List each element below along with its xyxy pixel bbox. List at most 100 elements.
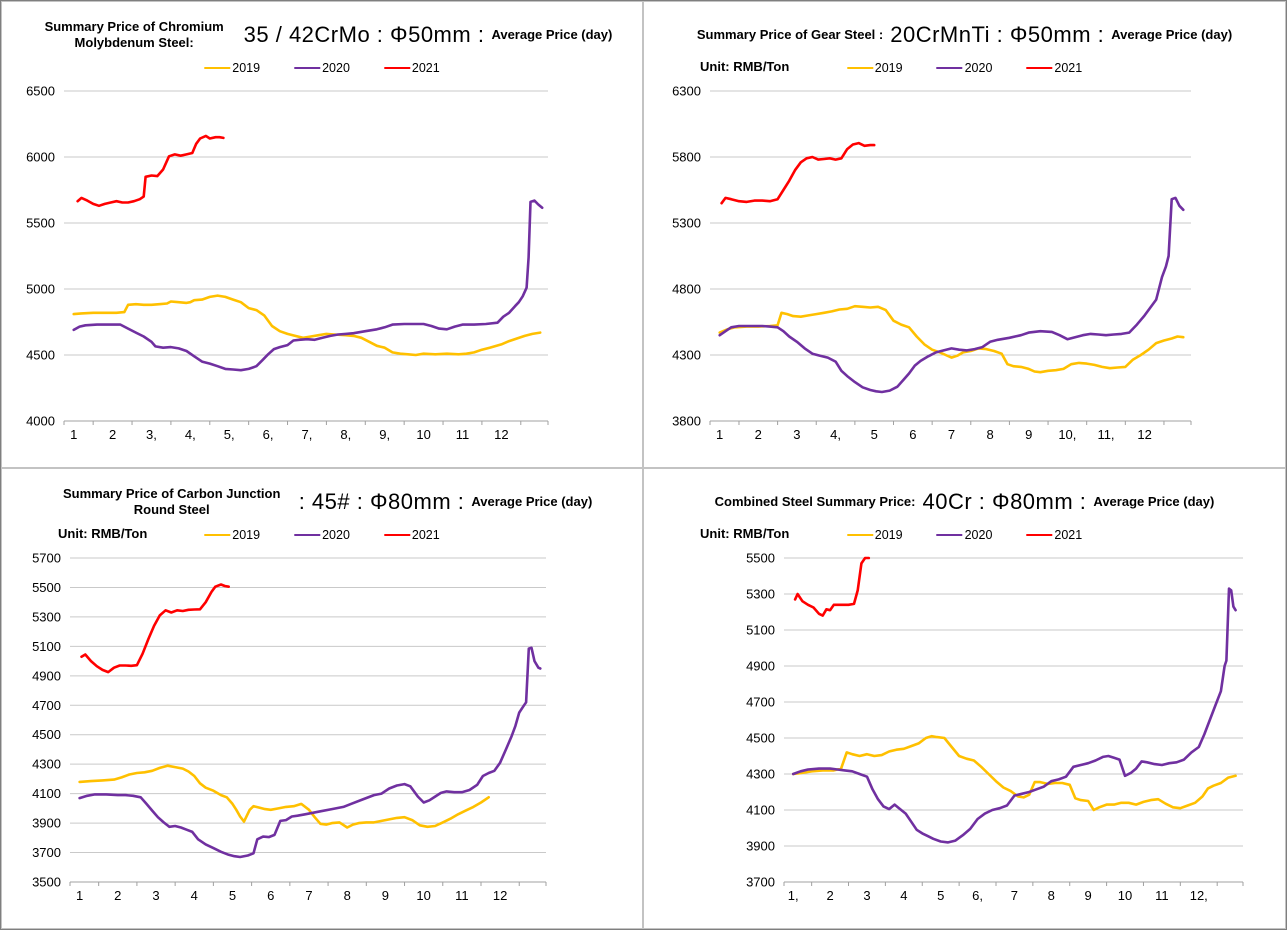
legend: 2019 2020 2021 <box>204 61 440 75</box>
x-tick-label: 3, <box>146 427 157 442</box>
x-tick-label: 7 <box>1011 888 1018 903</box>
y-tick-label: 6500 <box>26 84 55 99</box>
chart-title-prefix: Summary Price of Gear Steel : <box>696 26 884 42</box>
x-tick-label: 2 <box>114 888 121 903</box>
chart-title-suffix: Average Price (day) <box>471 493 593 509</box>
legend-swatch-2019 <box>846 67 873 69</box>
x-tick-label: 3 <box>793 427 800 442</box>
legend-item-2021: 2021 <box>1026 528 1082 542</box>
chart-title-main: : 45# : Φ80mm : <box>298 489 465 514</box>
x-tick-label: 11 <box>455 888 469 903</box>
legend-item-2019: 2019 <box>846 61 903 75</box>
chart-title-suffix: Average Price (day) <box>1111 26 1233 42</box>
legend-label: 2019 <box>232 528 261 542</box>
y-tick-label: 4000 <box>26 414 55 429</box>
y-tick-label: 4900 <box>746 659 775 674</box>
x-tick-label: 5, <box>224 427 235 442</box>
x-tick-label: 12, <box>1190 888 1208 903</box>
y-tick-label: 5100 <box>746 623 775 638</box>
x-tick-label: 10, <box>1058 427 1076 442</box>
y-tick-label: 4300 <box>746 767 775 782</box>
x-tick-label: 11, <box>1097 427 1114 442</box>
legend: 2019 2020 2021 <box>846 61 1082 75</box>
legend-item-2020: 2020 <box>294 61 350 75</box>
x-tick-label: 4, <box>185 427 196 442</box>
x-tick-label: 5 <box>871 427 878 442</box>
x-tick-label: 2 <box>109 427 116 442</box>
y-tick-label: 4900 <box>32 668 61 683</box>
y-tick-label: 4300 <box>672 348 701 363</box>
legend-swatch-2021 <box>383 67 410 69</box>
x-tick-label: 9 <box>382 888 389 903</box>
x-tick-label: 10 <box>416 427 430 442</box>
x-tick-label: 7, <box>302 427 313 442</box>
chart-meta-row: Unit: RMB/Ton 2019 2020 2021 <box>644 57 1285 81</box>
y-tick-label: 5000 <box>26 282 55 297</box>
unit-label: Unit: RMB/Ton <box>700 526 790 541</box>
y-tick-label: 5300 <box>746 587 775 602</box>
y-tick-label: 5500 <box>26 216 55 231</box>
x-tick-label: 8 <box>1048 888 1055 903</box>
legend-swatch-2021 <box>383 534 410 536</box>
legend-swatch-2020 <box>936 67 963 69</box>
y-tick-label: 3500 <box>32 875 61 890</box>
legend-item-2021: 2021 <box>1026 61 1082 75</box>
legend-swatch-2020 <box>294 534 321 536</box>
unit-label: Unit: RMB/Ton <box>700 59 790 74</box>
series-line-2020 <box>72 199 544 372</box>
unit-label: Unit: RMB/Ton <box>58 526 148 541</box>
x-tick-label: 11 <box>456 427 470 442</box>
legend-label: 2021 <box>1054 528 1083 542</box>
x-tick-label: 7 <box>948 427 955 442</box>
y-tick-label: 6000 <box>26 150 55 165</box>
legend-item-2021: 2021 <box>383 528 440 542</box>
legend-label: 2020 <box>322 528 350 542</box>
legend-swatch-2019 <box>204 67 231 69</box>
y-tick-label: 5700 <box>32 551 61 566</box>
y-tick-label: 4500 <box>32 727 61 742</box>
y-tick-label: 4100 <box>746 803 775 818</box>
chart-title-prefix: Summary Price of Carbon Junction Round S… <box>62 485 281 517</box>
legend-item-2019: 2019 <box>204 528 260 542</box>
y-tick-label: 3700 <box>32 845 61 860</box>
series-line-2020 <box>718 196 1185 394</box>
x-tick-label: 12 <box>493 888 507 903</box>
y-tick-label: 5500 <box>32 580 61 595</box>
legend-item-2020: 2020 <box>936 61 993 75</box>
y-tick-label: 3800 <box>672 414 701 429</box>
x-tick-label: 10 <box>416 888 430 903</box>
chart-title-prefix: Combined Steel Summary Price: <box>714 493 916 509</box>
y-tick-label: 5300 <box>32 609 61 624</box>
chart-svg-carbon-junction: 5700 5500 5300 5100 4900 4700 4500 4300 4100 3900… <box>32 551 547 903</box>
chart-title-main: 40Cr : Φ80mm : <box>922 489 1087 514</box>
x-tick-label: 6 <box>909 427 916 442</box>
x-tick-label: 4, <box>830 427 841 442</box>
chart-panel-combined-steel: Combined Steel Summary Price: 40Cr : Φ80… <box>643 468 1286 929</box>
legend-swatch-2020 <box>936 534 963 536</box>
chart-panel-chromium-molybdenum: Summary Price of Chromium Molybdenum Ste… <box>1 1 643 468</box>
y-tick-label: 4300 <box>32 757 61 772</box>
chart-meta-row: Unit: RMB/Ton 2019 2020 2021 <box>644 524 1285 548</box>
chart-title: Summary Price of Carbon Junction Round S… <box>2 482 642 522</box>
y-tick-label: 4800 <box>672 282 701 297</box>
chart-svg-combined-steel: 5500 5300 5100 4900 4700 4500 4300 4100 3900 3700… <box>746 551 1244 903</box>
series-line-2020 <box>78 646 542 859</box>
legend-label: 2020 <box>964 528 993 542</box>
y-tick-label: 3900 <box>32 816 61 831</box>
x-tick-label: 8, <box>340 427 351 442</box>
legend-swatch-2021 <box>1026 67 1053 69</box>
chart-title: Combined Steel Summary Price: 40Cr : Φ80… <box>644 482 1285 522</box>
x-tick-label: 1 <box>70 427 77 442</box>
legend-label: 2020 <box>964 61 993 75</box>
legend-swatch-2019 <box>846 534 873 536</box>
x-tick-label: 1, <box>788 888 799 903</box>
series-line-2019 <box>791 734 1237 812</box>
legend-label: 2020 <box>322 61 350 75</box>
series-line-2019 <box>72 294 542 357</box>
series-line-2019 <box>718 304 1185 374</box>
x-tick-label: 2 <box>755 427 762 442</box>
legend-item-2019: 2019 <box>204 61 260 75</box>
legend-swatch-2019 <box>204 534 231 536</box>
legend: 2019 2020 2021 <box>846 528 1082 542</box>
